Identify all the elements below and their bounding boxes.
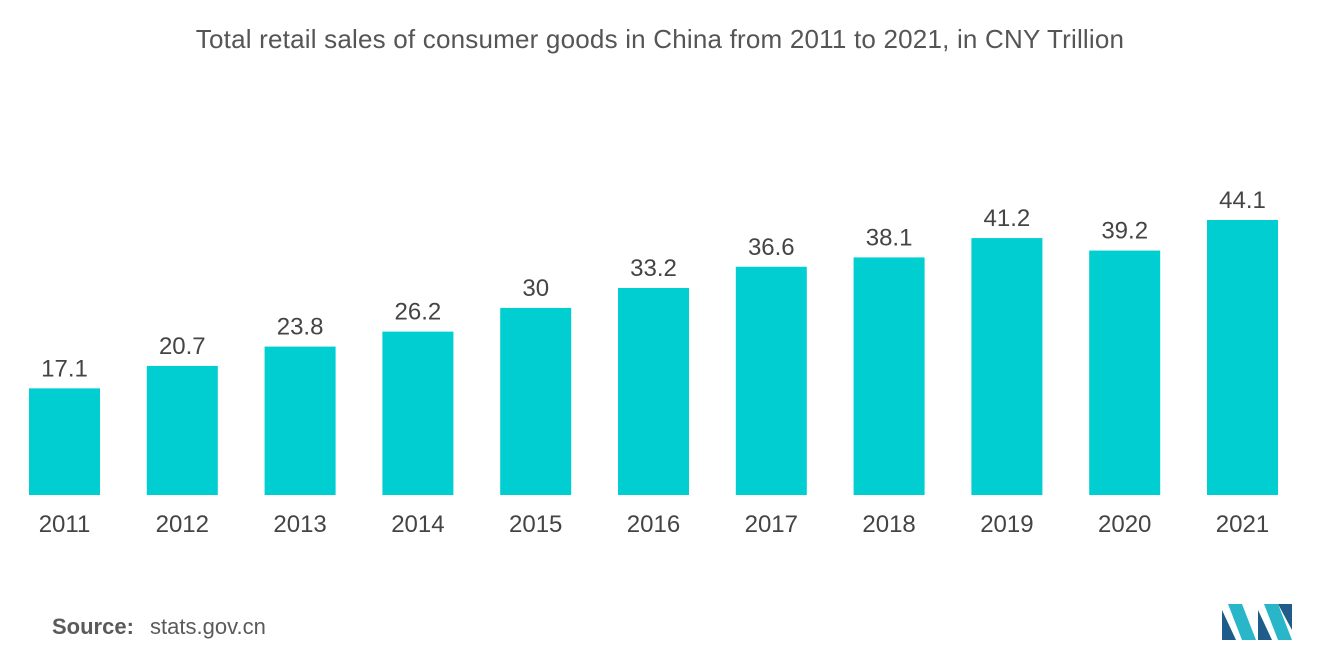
- value-label-2011: 17.1: [41, 355, 88, 382]
- bar-2019: [971, 238, 1043, 495]
- x-tick-label-2017: 2017: [745, 511, 798, 538]
- x-tick-label-2014: 2014: [391, 511, 444, 538]
- value-label-2017: 36.6: [748, 234, 795, 261]
- value-label-2020: 39.2: [1101, 218, 1148, 245]
- value-label-2014: 26.2: [395, 299, 442, 326]
- value-label-2016: 33.2: [630, 255, 677, 282]
- source-note: Source: stats.gov.cn: [52, 614, 266, 640]
- value-label-2018: 38.1: [866, 224, 913, 251]
- bar-2016: [618, 287, 689, 495]
- x-tick-label-2019: 2019: [980, 511, 1033, 538]
- bar-2015: [500, 307, 572, 495]
- x-tick-label-2020: 2020: [1098, 511, 1151, 538]
- source-value: stats.gov.cn: [150, 614, 266, 639]
- x-tick-label-2015: 2015: [509, 511, 562, 538]
- x-tick-label-2021: 2021: [1216, 511, 1269, 538]
- x-tick-labels-group: 2011 2012 2013 2014 2015 2016 2017 2018 2019 2020…: [39, 511, 1270, 538]
- chart-title: Total retail sales of consumer goods in …: [195, 24, 1125, 54]
- mordor-intelligence-logo-icon: [1222, 604, 1292, 640]
- bar-2021: [1207, 220, 1278, 495]
- bar-2020: [1089, 250, 1161, 495]
- bar-2017: [735, 266, 807, 495]
- source-label: Source:: [52, 614, 134, 639]
- x-tick-label-2011: 2011: [39, 511, 91, 538]
- bar-2011: [29, 388, 100, 495]
- bar-2014: [382, 331, 454, 495]
- value-label-2013: 23.8: [277, 314, 324, 341]
- value-label-2015: 30: [522, 275, 549, 302]
- value-label-2019: 41.2: [984, 205, 1031, 232]
- x-tick-label-2016: 2016: [627, 511, 680, 538]
- value-labels-group: 17.1 20.7 23.8 26.2 30 33.2 36.6 38.1 41.2 39.2 44…: [41, 187, 1266, 382]
- bar-2012: [146, 365, 218, 495]
- bar-2018: [853, 257, 925, 495]
- bar-chart: 17.1 20.7 23.8 26.2 30 33.2 36.6 38.1 41.2 39.2 44…: [29, 187, 1278, 538]
- x-tick-label-2018: 2018: [862, 511, 915, 538]
- x-tick-label-2013: 2013: [273, 511, 326, 538]
- value-label-2012: 20.7: [159, 333, 206, 360]
- x-tick-label-2012: 2012: [156, 511, 209, 538]
- value-label-2021: 44.1: [1219, 187, 1266, 214]
- bar-2013: [264, 346, 336, 495]
- bars-group: [29, 220, 1278, 495]
